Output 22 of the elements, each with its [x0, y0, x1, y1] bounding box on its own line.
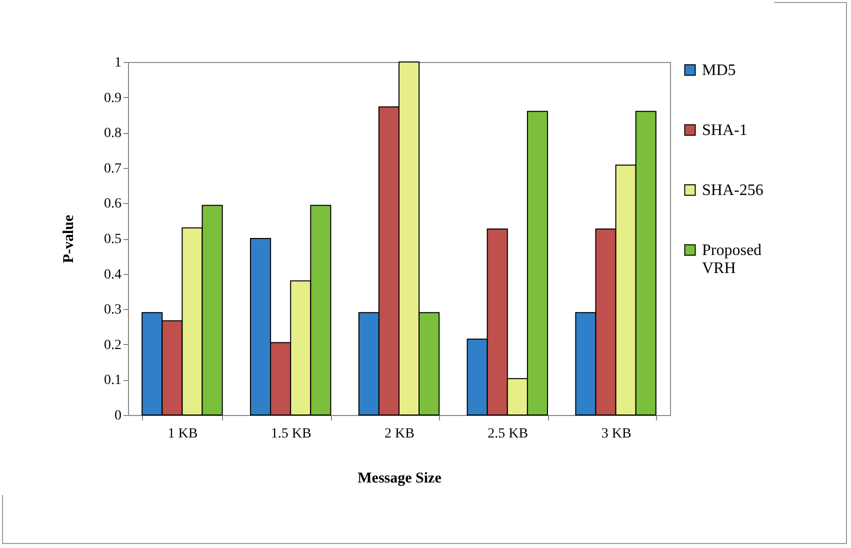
- legend-label: SHA-256: [702, 182, 764, 199]
- y-tick-label: 0.3: [104, 302, 122, 318]
- legend-label: Proposed VRH: [702, 242, 762, 277]
- y-tick-label: 0.5: [104, 232, 122, 247]
- x-tick-label: 1 KB: [168, 426, 198, 442]
- y-tick-label: 0.2: [104, 338, 122, 353]
- y-tick-label: 0.1: [104, 373, 122, 388]
- x-tick-label: 1.5 KB: [270, 426, 312, 442]
- legend-label: MD5: [702, 62, 736, 79]
- y-axis-title: P-value: [61, 214, 77, 264]
- x-tick-label: 3 KB: [601, 426, 632, 442]
- x-axis-title: Message Size: [358, 470, 442, 486]
- y-tick-label: 0.7: [104, 161, 122, 176]
- legend-label: SHA-1: [702, 122, 748, 139]
- y-tick-label: 0.6: [104, 196, 122, 212]
- x-tick-label: 2 KB: [384, 426, 414, 442]
- y-tick-label: 0.8: [104, 126, 122, 142]
- y-tick-label: 0: [114, 408, 122, 424]
- y-tick-label: 1: [114, 56, 122, 70]
- x-tick-label: 2.5 KB: [488, 426, 528, 442]
- y-tick-label: 0.9: [104, 90, 122, 106]
- y-tick-label: 0.4: [104, 267, 122, 282]
